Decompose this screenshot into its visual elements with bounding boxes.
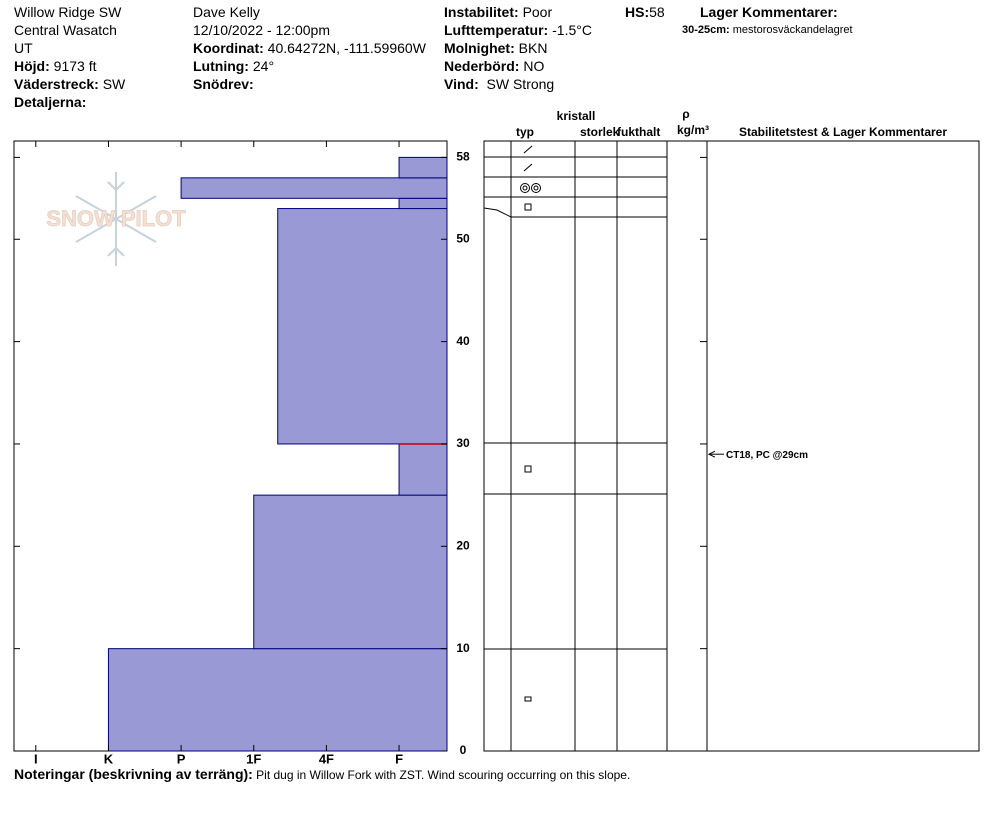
x-tick-label: K xyxy=(104,751,114,766)
layer-bar xyxy=(277,208,448,445)
label: Noteringar (beskrivning av terräng): xyxy=(14,766,253,782)
column-header: kristall xyxy=(557,109,596,123)
value: NO xyxy=(523,58,545,74)
state: UT xyxy=(14,40,33,56)
y-tick-label: 30 xyxy=(456,436,470,450)
range: Central Wasatch xyxy=(14,22,117,38)
field: Vind: SW Strong xyxy=(444,76,554,92)
field: Väderstreck: SW xyxy=(14,76,125,92)
field: Lufttemperatur: -1.5°C xyxy=(444,22,592,38)
x-tick-label: F xyxy=(395,751,403,766)
y-tick-label: 20 xyxy=(456,538,470,552)
field: HS:58 xyxy=(625,4,665,20)
logo: SNOW PILOT xyxy=(46,172,187,266)
layer-bar xyxy=(107,648,448,752)
layer-comment: 30-25cm: mestorosväckandelagret xyxy=(682,24,853,36)
label: Höjd: xyxy=(14,58,50,74)
label: 30-25cm: xyxy=(682,24,730,36)
x-tick-label: P xyxy=(177,751,186,766)
value: 58 xyxy=(649,4,665,20)
label: Lutning: xyxy=(193,58,249,74)
arrow-head xyxy=(707,450,716,458)
x-tick-label: 4F xyxy=(319,751,334,766)
label: Koordinat: xyxy=(193,40,264,56)
label: Väderstreck: xyxy=(14,76,99,92)
layer-bar xyxy=(398,443,448,496)
value: SW xyxy=(102,76,126,92)
layer-bar xyxy=(398,156,448,179)
column-header: storlek xyxy=(580,125,620,139)
logo-text: SNOW PILOT xyxy=(46,206,186,231)
value: -1.5°C xyxy=(552,22,592,38)
y-tick-label: 50 xyxy=(456,231,470,245)
label: Snödrev: xyxy=(193,76,254,92)
label: Molnighet: xyxy=(444,40,515,56)
column-header: kg/m³ xyxy=(677,123,709,137)
field: Koordinat: 40.64272N, -111.59960W xyxy=(193,40,426,56)
x-tick-label: I xyxy=(34,751,38,766)
value: 9173 ft xyxy=(53,58,97,74)
value: 40.64272N, -111.59960W xyxy=(267,40,426,56)
field: Molnighet: BKN xyxy=(444,40,547,56)
value: 24° xyxy=(252,58,275,74)
field: Höjd: 9173 ft xyxy=(14,58,96,74)
y-tick-label: 58 xyxy=(456,150,470,164)
snowflake xyxy=(75,172,157,266)
column-header: fukthalt xyxy=(617,125,660,139)
observer: Dave Kelly xyxy=(193,4,260,20)
label: HS: xyxy=(625,4,650,20)
column-header: typ xyxy=(516,125,534,139)
table-frame xyxy=(483,140,980,752)
y-tick-label: 40 xyxy=(456,334,470,348)
field: Nederbörd: NO xyxy=(444,58,544,74)
layer-bar xyxy=(253,494,448,650)
notes: Noteringar (beskrivning av terräng): Pit… xyxy=(14,766,630,782)
layer-bar xyxy=(180,177,448,199)
field: Instabilitet: Poor xyxy=(444,4,552,20)
label: Nederbörd: xyxy=(444,58,520,74)
x-tick-label: 1F xyxy=(246,751,261,766)
y-tick-label: 0 xyxy=(460,743,467,757)
layer-bar xyxy=(398,197,448,210)
label: Instabilitet: xyxy=(444,4,519,20)
column-header: Stabilitetstest & Lager Kommentarer xyxy=(739,125,947,139)
y-tick-label: 10 xyxy=(456,641,470,655)
grain-symbols xyxy=(520,145,541,702)
site: Willow Ridge SW xyxy=(14,4,122,20)
label: Vind: xyxy=(444,76,479,92)
label: Detaljerna: xyxy=(14,94,87,110)
value: Pit dug in Willow Fork with ZST. Wind sc… xyxy=(256,768,631,782)
value: BKN xyxy=(518,40,548,56)
value: Poor xyxy=(522,4,553,20)
value: mestorosväckandelagret xyxy=(732,24,853,36)
datetime: 12/10/2022 - 12:00pm xyxy=(193,22,330,38)
label: Lager Kommentarer: xyxy=(700,4,838,20)
value: SW Strong xyxy=(486,76,555,92)
label: Lufttemperatur: xyxy=(444,22,549,38)
table xyxy=(483,140,980,752)
field: Lutning: 24° xyxy=(193,58,274,74)
annotation: CT18, PC @29cm xyxy=(726,450,808,461)
column-header: ρ xyxy=(682,107,689,121)
